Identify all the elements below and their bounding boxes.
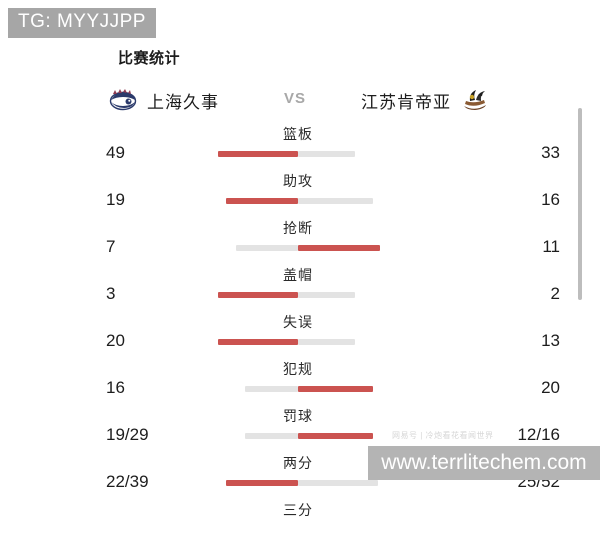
- stat-row: 失误 20 13: [0, 312, 600, 359]
- page-title: 比赛统计: [118, 50, 181, 67]
- away-stat-value: 13: [541, 331, 560, 350]
- stat-label: 助攻: [283, 173, 313, 189]
- home-stat-value: 19: [106, 190, 125, 209]
- home-stat-value: 20: [106, 331, 125, 350]
- home-bar-segment: [218, 339, 298, 345]
- stat-row: 抢断 7 11: [0, 218, 600, 265]
- scrollbar-thumb[interactable]: [578, 108, 582, 300]
- stat-label: 篮板: [283, 126, 313, 142]
- away-stat-value: 2: [550, 284, 560, 303]
- stat-row: 三分: [0, 500, 600, 547]
- jiangsu-kentier-logo-icon: [460, 87, 490, 113]
- home-stat-value: 3: [106, 284, 116, 303]
- away-stat-value: 16: [541, 190, 560, 209]
- stat-label: 三分: [283, 502, 313, 518]
- home-stat-value: 49: [106, 143, 125, 162]
- match-stats-card: 比赛统计 上海久事 VS 江苏肯帝亚: [100, 50, 582, 518]
- away-stat-value: 33: [541, 143, 560, 162]
- home-team[interactable]: 上海久事: [108, 83, 219, 117]
- stat-label: 犯规: [283, 361, 313, 377]
- home-bar-segment: [226, 480, 298, 486]
- home-bar-segment: [218, 292, 298, 298]
- away-bar-segment: [298, 198, 373, 204]
- away-team-name: 江苏肯帝亚: [361, 92, 451, 112]
- home-bar-segment: [226, 198, 298, 204]
- stat-label: 两分: [283, 455, 313, 471]
- vs-label: VS: [283, 90, 307, 107]
- stat-label: 抢断: [283, 220, 313, 236]
- stat-label: 失误: [283, 314, 313, 330]
- site-url-banner: www.terrlitechem.com: [368, 446, 600, 480]
- home-bar-segment: [245, 433, 298, 439]
- stat-row: 犯规 16 20: [0, 359, 600, 406]
- away-bar-segment: [298, 339, 355, 345]
- home-stat-value: 19/29: [106, 425, 149, 444]
- source-watermark: 网易号 | 冷炮看花看闻世界: [392, 431, 494, 440]
- home-bar-segment: [236, 245, 298, 251]
- away-stat-value: 11: [542, 237, 560, 256]
- stat-row: 篮板 49 33: [0, 124, 600, 171]
- away-bar-segment: [298, 245, 380, 251]
- team-header: 上海久事 VS 江苏肯帝亚: [100, 83, 490, 117]
- stat-label: 盖帽: [283, 267, 313, 283]
- stat-label: 罚球: [283, 408, 313, 424]
- away-stat-value: 12/16: [517, 425, 560, 444]
- away-stat-value: 20: [541, 378, 560, 397]
- scrollbar-track[interactable]: [578, 100, 582, 315]
- home-bar-segment: [218, 151, 298, 157]
- home-stat-value: 22/39: [106, 472, 149, 491]
- away-team[interactable]: 江苏肯帝亚: [361, 83, 490, 117]
- home-stat-value: 16: [106, 378, 125, 397]
- stat-row: 罚球 19/29 12/16: [0, 406, 600, 453]
- away-bar-segment: [298, 151, 355, 157]
- shanghai-sharks-logo-icon: [108, 87, 138, 113]
- away-bar-segment: [298, 292, 355, 298]
- stat-row: 助攻 19 16: [0, 171, 600, 218]
- telegram-watermark: TG: MYYJJPP: [8, 8, 156, 38]
- home-stat-value: 7: [106, 237, 116, 256]
- home-team-name: 上海久事: [147, 92, 219, 112]
- stat-row: 盖帽 3 2: [0, 265, 600, 312]
- away-bar-segment: [298, 386, 373, 392]
- away-bar-segment: [298, 433, 373, 439]
- away-bar-segment: [298, 480, 378, 486]
- stat-rows: 篮板 49 33 助攻 19 16 抢断 7 11 盖帽 3 2 失误 20 13 犯规 16 20 罚球 19/29…: [0, 124, 600, 547]
- home-bar-segment: [245, 386, 298, 392]
